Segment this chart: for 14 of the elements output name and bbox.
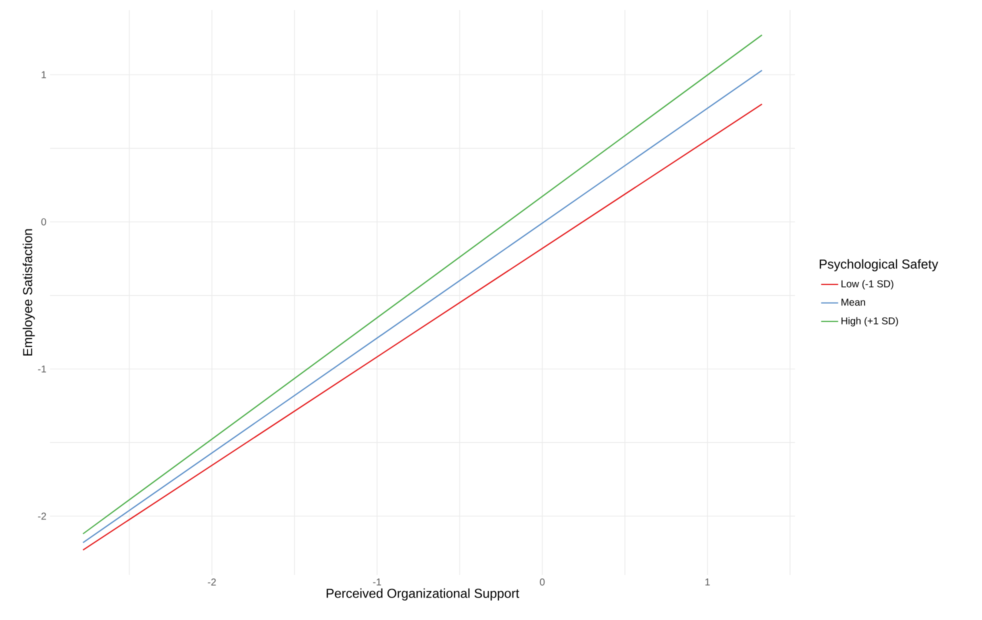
y-tick-label: -2 [38, 512, 46, 520]
legend-label: High (+1 SD) [842, 317, 898, 326]
y-tick-label: 0 [41, 218, 46, 226]
legend-label: Mean [842, 298, 866, 306]
y-tick-label: 1 [42, 71, 46, 78]
x-tick-label: 0 [540, 578, 545, 586]
x-tick-label: -2 [208, 578, 216, 586]
y-axis-title: Employee Satisfaction [22, 229, 35, 356]
legend-label: Low (-1 SD) [842, 280, 894, 290]
x-tick-label: 1 [705, 578, 710, 586]
y-tick-label: -1 [38, 366, 46, 372]
x-axis-title: Perceived Organizational Support [326, 588, 520, 600]
legend-title: Psychological Safety [820, 259, 938, 272]
x-tick-label: -1 [373, 578, 382, 586]
